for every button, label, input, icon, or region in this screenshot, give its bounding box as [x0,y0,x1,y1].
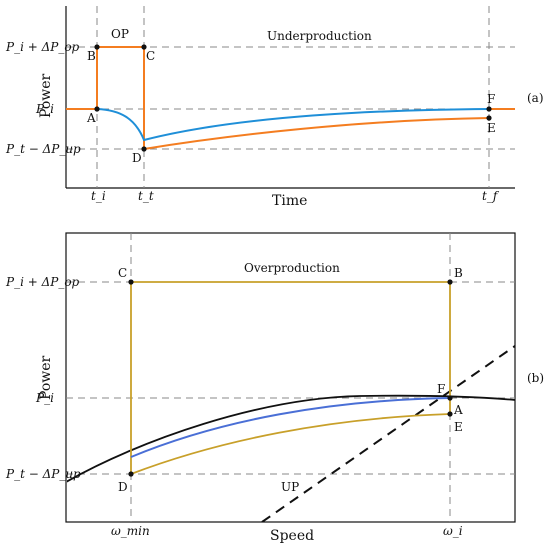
panel-b-xtick-wi: ω_i [443,524,463,538]
panel-a-label-a: A [86,111,96,125]
panel-b-ylabel: Power [38,355,54,400]
panel-b-label-e: E [454,420,463,434]
panel-a-orange-curve [66,46,490,151]
panel-b-blue-curve [130,397,451,458]
panel-b-tag: (b) [527,371,544,385]
panel-b-ytick-mid: P_i [35,391,54,405]
panel-b-up-line [261,345,515,522]
panel-b-up-label: UP [281,480,299,494]
panel-b-point-c [128,279,134,285]
panel-a-xtick-tf: t_f [482,189,500,203]
panel-a-xtick-ti: t_i [91,189,106,203]
panel-b-region-label: Overproduction [244,261,340,275]
panel-b-label-f: F [437,382,445,396]
panel-b-label-b: B [454,266,463,280]
panel-b-gold-curve [130,413,451,475]
panel-a-ytick-top: P_i + ΔP_op [5,40,80,54]
panel-b-frame [65,232,516,523]
panel-b-point-d [128,471,134,477]
panel-a-point-d [141,146,147,152]
panel-a-label-c: C [146,49,155,63]
panel-b-point-f [447,395,453,401]
panel-a-blue-curve [96,108,490,142]
panel-b-label-a: A [453,403,463,417]
panel-a-label-f: F [487,92,495,106]
panel-b-ytick-bot: P_t − ΔP_up [5,467,81,481]
panel-a-xtick-tt: t_t [138,189,154,203]
panel-a-point-b [94,44,100,50]
panel-b: C B D F A E Overproduction UP P_i + ΔP_o… [5,232,544,544]
panel-a-region-label: Underproduction [267,29,372,43]
panel-a-xlabel: Time [272,193,307,209]
panel-a-tag: (a) [527,91,544,105]
panel-a-op-label: OP [111,27,129,41]
panel-a-label-e: E [487,121,496,135]
panel-a-point-a [94,106,100,112]
panel-b-point-a [447,411,453,417]
panel-b-xlabel: Speed [270,528,314,544]
panel-a-label-d: D [132,151,142,165]
panel-a-ylabel: Power [38,73,54,118]
panel-b-xtick-wmin: ω_min [111,524,150,538]
panel-b-black-curve [67,394,515,483]
panel-b-point-b [447,279,453,285]
panel-b-ytick-top: P_i + ΔP_op [5,275,80,289]
panel-a-point-e [486,115,492,121]
panel-b-label-c: C [118,266,127,280]
panel-a-label-b: B [87,49,96,63]
panel-a-point-f [486,106,492,112]
panel-b-gold-rect [130,281,451,474]
panel-a-ytick-bot: P_t − ΔP_up [5,142,81,156]
panel-b-label-d: D [118,480,128,494]
panel-a-point-c [141,44,147,50]
panel-a-ytick-mid: P_i [35,102,54,116]
panel-a: A B C D E F OP Underproduction P_i + ΔP_… [5,6,544,209]
